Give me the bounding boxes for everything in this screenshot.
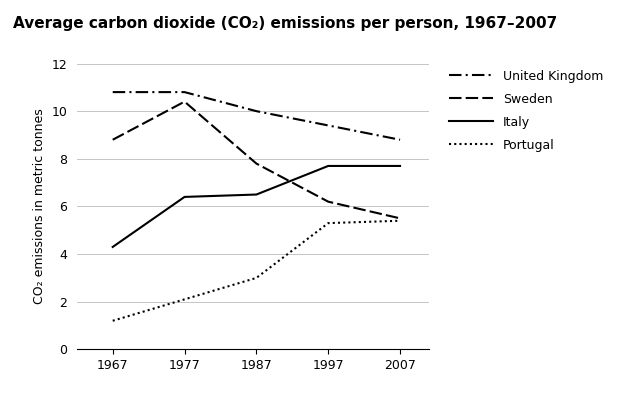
Text: Average carbon dioxide (CO₂) emissions per person, 1967–2007: Average carbon dioxide (CO₂) emissions p… [13, 16, 557, 31]
Legend: United Kingdom, Sweden, Italy, Portugal: United Kingdom, Sweden, Italy, Portugal [449, 70, 604, 152]
Y-axis label: CO₂ emissions in metric tonnes: CO₂ emissions in metric tonnes [33, 108, 45, 304]
